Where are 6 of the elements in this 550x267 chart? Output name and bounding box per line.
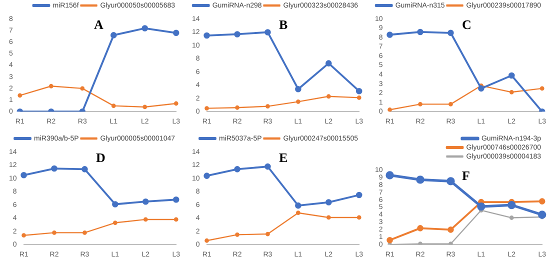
annotation: A	[94, 16, 104, 32]
annotation: C	[462, 16, 472, 32]
annotation: D	[96, 150, 106, 165]
annotation: B	[278, 16, 288, 32]
annotation: F	[462, 168, 470, 183]
annotation: E	[278, 150, 288, 165]
